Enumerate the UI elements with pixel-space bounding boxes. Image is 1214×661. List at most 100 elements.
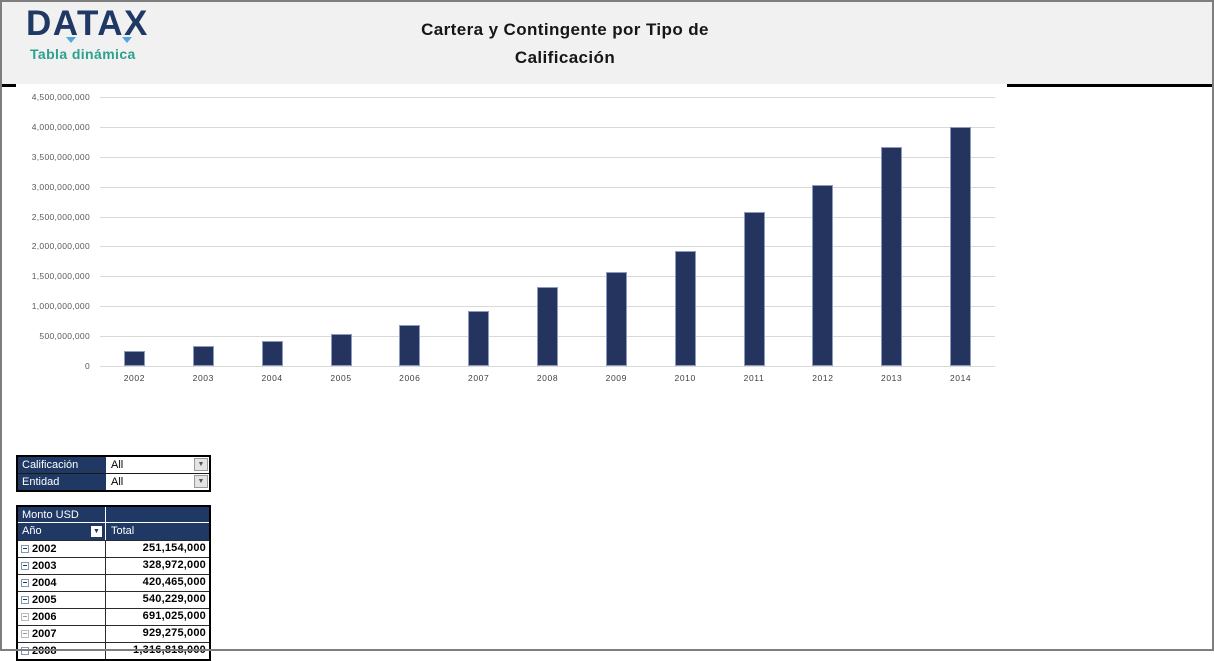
bar-2003 [192, 346, 214, 366]
pivot-year-label: 2008 [32, 644, 57, 657]
y-axis-tick-label: 4,000,000,000 [31, 121, 90, 132]
filter-selected-value: All [111, 476, 124, 488]
x-axis-tick-label: 2008 [536, 373, 559, 383]
x-axis-tick-label: 2007 [468, 373, 490, 383]
dropdown-arrow-icon[interactable]: ▼ [194, 458, 208, 471]
pivot-header-row: Año ▼ Total [18, 523, 209, 540]
pivot-row-header: Año ▼ [18, 523, 106, 540]
filter-row-calificacion: Calificación All ▼ [18, 457, 209, 473]
x-axis-tick-label: 2006 [399, 373, 421, 383]
y-axis-tick-label: 1,000,000,000 [31, 301, 90, 312]
pivot-total-value: 1,316,818,000 [133, 644, 206, 656]
pivot-title-spacer [106, 507, 209, 523]
table-row: 2004 420,465,000 [18, 574, 209, 591]
bar-2004 [261, 340, 283, 366]
y-axis-tick-label: 3,500,000,000 [31, 151, 90, 162]
y-axis-tick-label: 500,000,000 [39, 331, 90, 342]
x-axis-tick-label: 2004 [261, 373, 283, 383]
chart-gridline [100, 156, 995, 158]
y-axis-tick-label: 4,500,000,000 [31, 92, 90, 102]
bar-2011 [743, 211, 765, 366]
year-filter-button[interactable]: ▼ [90, 525, 103, 538]
table-row: 2005 540,229,000 [18, 591, 209, 608]
page-title: Cartera y Contingente por Tipo de Califi… [320, 16, 810, 72]
pivot-year-cell: 2004 [18, 575, 106, 591]
bar-2013 [881, 147, 903, 366]
pivot-total-value: 251,154,000 [142, 542, 206, 554]
table-row: 2006 691,025,000 [18, 608, 209, 625]
collapse-box-icon[interactable] [21, 579, 29, 587]
table-row: 2002 251,154,000 [18, 540, 209, 557]
pivot-year-cell: 2007 [18, 626, 106, 642]
chart-gridline [100, 366, 995, 367]
table-row: 2003 328,972,000 [18, 557, 209, 574]
pivot-year-label: 2005 [32, 593, 57, 606]
filter-selected-value: All [111, 459, 124, 471]
chart-gridline [100, 276, 995, 278]
page-title-line2: Calificación [514, 48, 616, 67]
logo-subtitle: Tabla dinámica [30, 46, 136, 62]
pivot-year-cell: 2006 [18, 609, 106, 625]
collapse-box-icon[interactable] [21, 562, 29, 570]
table-row: 2007 929,275,000 [18, 625, 209, 642]
bar-2008 [537, 287, 558, 366]
dropdown-arrow-icon[interactable]: ▼ [194, 475, 208, 488]
pivot-total-value: 540,229,000 [142, 593, 206, 605]
pivot-body: 2002 251,154,000 2003 328,972,000 2004 420,46… [18, 540, 209, 659]
chart-gridline [100, 216, 995, 218]
chart-gridline [100, 186, 995, 188]
x-axis-tick-label: 2011 [743, 373, 765, 383]
x-axis-tick-label: 2012 [812, 373, 834, 383]
y-axis-tick-label: 2,000,000,000 [31, 241, 90, 252]
x-axis-tick-label: 2005 [330, 373, 352, 383]
header-band: DATAX Tabla dinámica Cartera y Contingen… [0, 0, 1214, 84]
pivot-year-label: 2003 [32, 559, 57, 572]
pivot-row-header-label: Año [22, 525, 42, 537]
bar-2014 [950, 126, 972, 366]
collapse-box-icon[interactable] [21, 596, 29, 604]
bar-2010 [674, 250, 696, 366]
logo-accent-icon [66, 37, 76, 43]
y-axis-tick-label: 1,500,000,000 [31, 271, 90, 282]
x-axis-tick-label: 2009 [605, 373, 627, 383]
pivot-year-cell: 2002 [18, 541, 106, 557]
filter-label-calificacion: Calificación [18, 457, 106, 473]
chart-gridline [100, 97, 995, 98]
pivot-year-label: 2002 [32, 542, 57, 555]
y-axis-tick-label: 2,500,000,000 [31, 211, 90, 222]
pivot-total-value: 691,025,000 [142, 610, 206, 622]
y-axis-tick-label: 3,000,000,000 [31, 181, 90, 192]
pivot-total-value: 929,275,000 [142, 627, 206, 639]
bar-2002 [123, 351, 145, 366]
pivot-year-cell: 2005 [18, 592, 106, 608]
filter-value-calificacion[interactable]: All ▼ [106, 457, 209, 473]
bar-2006 [399, 324, 421, 366]
pivot-year-label: 2004 [32, 576, 57, 589]
logo-accent-icon [122, 37, 132, 43]
logo-block: DATAX Tabla dinámica [26, 4, 149, 62]
logo: DATAX [26, 4, 149, 43]
x-axis-tick-label: 2014 [949, 373, 972, 383]
bar-2005 [330, 333, 352, 366]
bar-2009 [605, 272, 627, 366]
x-axis-tick-label: 2003 [192, 373, 214, 383]
page-title-line1: Cartera y Contingente por Tipo de [421, 20, 709, 39]
collapse-box-icon[interactable] [21, 613, 29, 621]
x-axis-tick-label: 2002 [123, 373, 146, 383]
bar-2012 [812, 184, 834, 366]
filter-value-entidad[interactable]: All ▼ [106, 474, 209, 490]
pivot-year-label: 2007 [32, 627, 57, 640]
chart-gridline [100, 126, 995, 128]
collapse-box-icon[interactable] [21, 630, 29, 638]
pivot-year-label: 2006 [32, 610, 57, 623]
filter-controls: Calificación All ▼ Entidad All ▼ [16, 455, 211, 492]
collapse-box-icon[interactable] [21, 545, 29, 553]
pivot-value-header: Total [111, 525, 135, 537]
y-axis-tick-label: 0 [84, 361, 90, 371]
pivot-year-cell: 2008 [18, 643, 106, 659]
bar-2007 [468, 310, 490, 366]
collapse-box-icon[interactable] [21, 647, 29, 655]
pivot-table: Monto USD Año ▼ Total 2002 251,154,000 200… [16, 505, 211, 661]
filter-row-entidad: Entidad All ▼ [18, 473, 209, 490]
pivot-total-value: 420,465,000 [142, 576, 206, 588]
